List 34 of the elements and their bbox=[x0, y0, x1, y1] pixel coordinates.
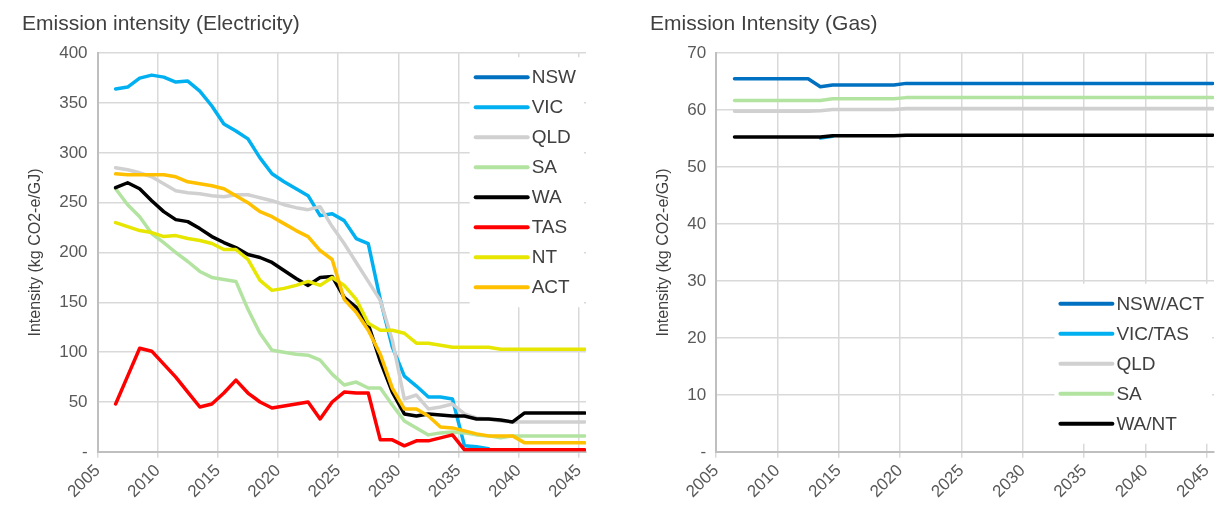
legend-label: NT bbox=[531, 246, 558, 268]
legend-label: WA/NT bbox=[1116, 413, 1178, 435]
legend-label: NSW/ACT bbox=[1116, 293, 1205, 315]
legend-label: QLD bbox=[1116, 353, 1156, 375]
y-tick-label: 150 bbox=[59, 292, 88, 312]
y-tick-label: 60 bbox=[687, 99, 707, 119]
y-tick-label: - bbox=[700, 441, 707, 461]
y-tick-label: 300 bbox=[59, 142, 88, 162]
legend-label: NSW bbox=[531, 66, 577, 88]
legend-label: VIC bbox=[531, 96, 564, 118]
legend-label: SA bbox=[531, 156, 558, 178]
legend-label: QLD bbox=[531, 126, 571, 148]
y-tick-label: - bbox=[81, 441, 88, 461]
legend-label: SA bbox=[1116, 383, 1143, 405]
chart-title: Emission intensity (Electricity) bbox=[22, 11, 300, 35]
y-tick-label: 10 bbox=[687, 384, 707, 404]
y-tick-label: 400 bbox=[59, 42, 88, 62]
y-tick-label: 200 bbox=[59, 242, 88, 262]
legend-label: ACT bbox=[531, 276, 571, 298]
y-tick-label: 100 bbox=[59, 341, 88, 361]
y-tick-label: 30 bbox=[687, 270, 707, 290]
y-tick-label: 50 bbox=[68, 391, 88, 411]
chart-title: Emission Intensity (Gas) bbox=[650, 11, 878, 35]
legend-label: VIC/TAS bbox=[1116, 323, 1189, 345]
y-tick-label: 250 bbox=[59, 192, 88, 212]
y-tick-label: 350 bbox=[59, 92, 88, 112]
legend-label: WA bbox=[531, 186, 562, 208]
y-axis-title: Intensity (kg CO2-e/GJ) bbox=[26, 168, 44, 337]
y-tick-label: 70 bbox=[687, 42, 707, 62]
y-axis-title: Intensity (kg CO2-e/GJ) bbox=[654, 168, 672, 337]
y-tick-label: 50 bbox=[687, 156, 707, 176]
y-tick-label: 20 bbox=[687, 327, 707, 347]
y-tick-label: 40 bbox=[687, 213, 707, 233]
legend-label: TAS bbox=[531, 216, 568, 238]
